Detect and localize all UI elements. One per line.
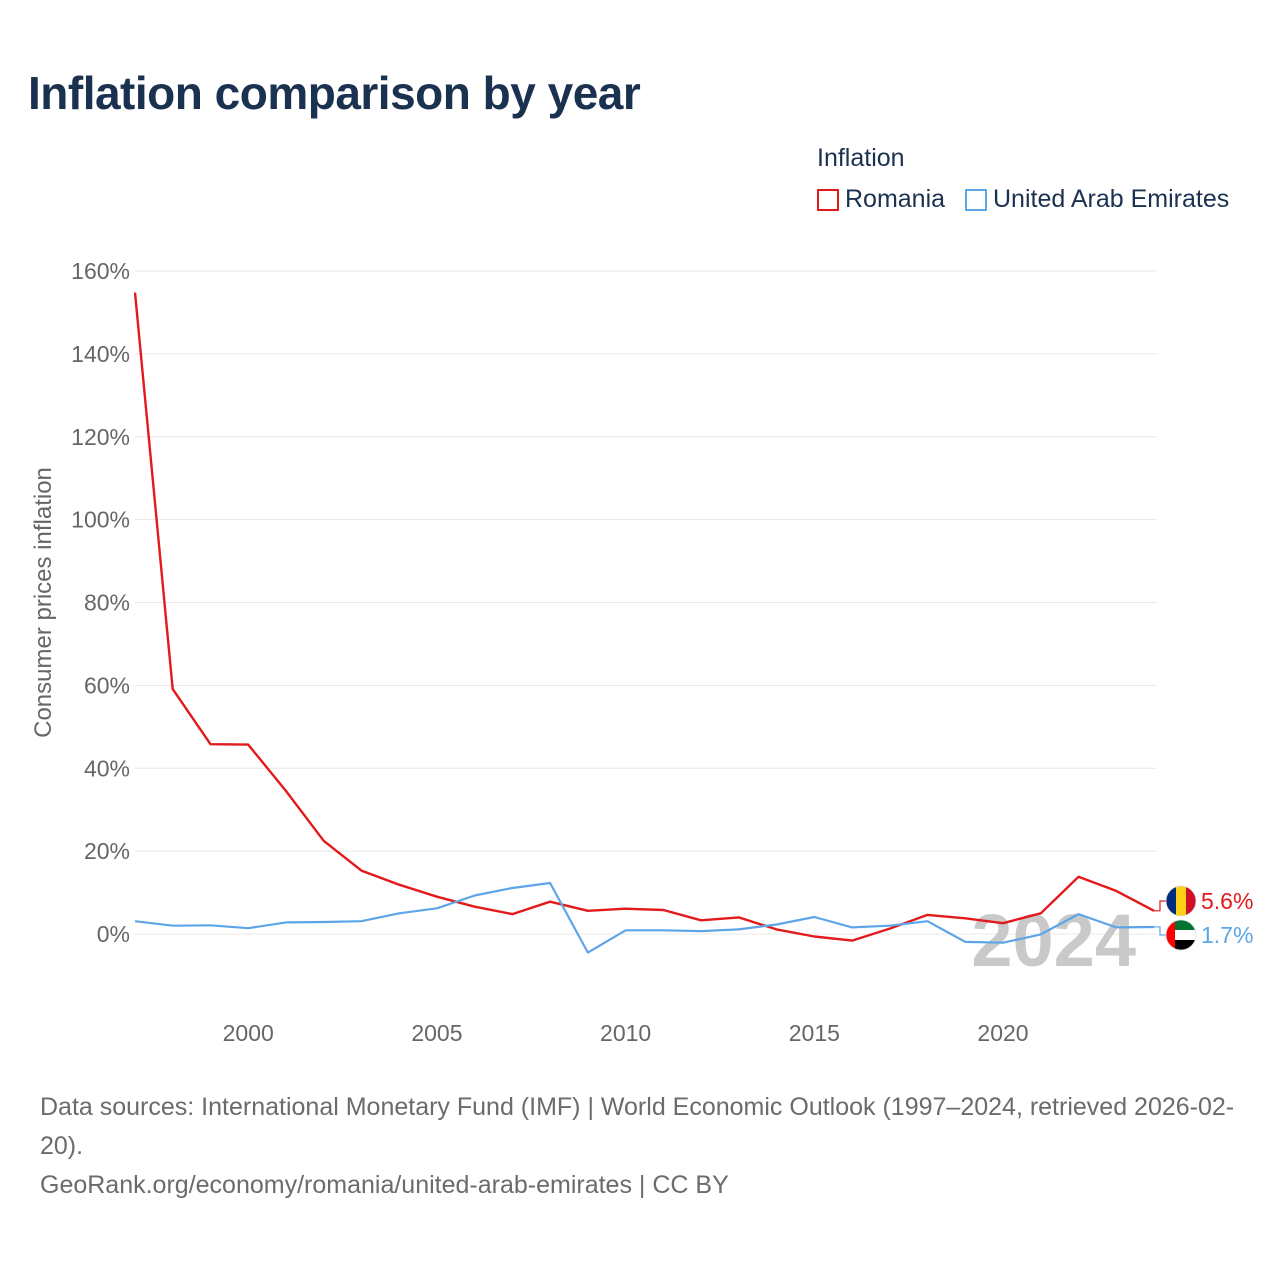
legend-title: Inflation [817, 144, 905, 172]
x-tick-label: 2005 [411, 1020, 462, 1046]
x-tick-label: 2015 [789, 1020, 840, 1046]
y-tick-label: 120% [71, 424, 130, 450]
series-line-united-arab-emirates[interactable] [134, 881, 1155, 954]
series-line-romania[interactable] [133, 292, 1155, 942]
y-tick-label: 60% [84, 672, 130, 698]
end-value-label: 5.6% [1201, 888, 1253, 914]
legend-swatch-uae [965, 188, 987, 211]
y-tick-label: 100% [71, 507, 130, 533]
y-tick-label: 20% [84, 838, 130, 864]
romania-flag-icon [1165, 885, 1197, 917]
legend-label-romania: Romania [845, 185, 946, 213]
legend-item-uae[interactable]: United Arab Emirates [965, 185, 1229, 214]
y-tick-label: 40% [84, 755, 130, 781]
y-tick-label: 0% [97, 921, 130, 947]
end-connector [1153, 926, 1166, 936]
legend-label-uae: United Arab Emirates [993, 185, 1230, 213]
source-line: Data sources: International Monetary Fun… [40, 1093, 1235, 1160]
x-tick-label: 2010 [600, 1020, 651, 1046]
year-watermark: 2024 [971, 899, 1136, 982]
legend-swatch-romania [817, 188, 839, 211]
end-connector [1153, 900, 1166, 912]
chart-title: Inflation comparison by year [28, 67, 641, 119]
site-line[interactable]: GeoRank.org/economy/romania/united-arab-… [40, 1171, 729, 1199]
source-footer: Data sources: International Monetary Fun… [40, 1088, 1250, 1205]
uae-flag-icon [1165, 919, 1197, 951]
y-tick-label: 80% [84, 590, 130, 616]
x-tick-label: 2020 [977, 1020, 1028, 1046]
end-value-label: 1.7% [1201, 922, 1253, 948]
y-axis-label: Consumer prices inflation [30, 467, 57, 738]
chart-plot: 0% 20% 40% 60% 80% 100% 120% 140% 160% 2000 2005 2… [30, 258, 1253, 1046]
y-tick-label: 140% [71, 341, 130, 367]
legend-item-romania[interactable]: Romania [817, 185, 945, 214]
y-tick-label: 160% [71, 258, 130, 284]
x-tick-label: 2000 [223, 1020, 274, 1046]
